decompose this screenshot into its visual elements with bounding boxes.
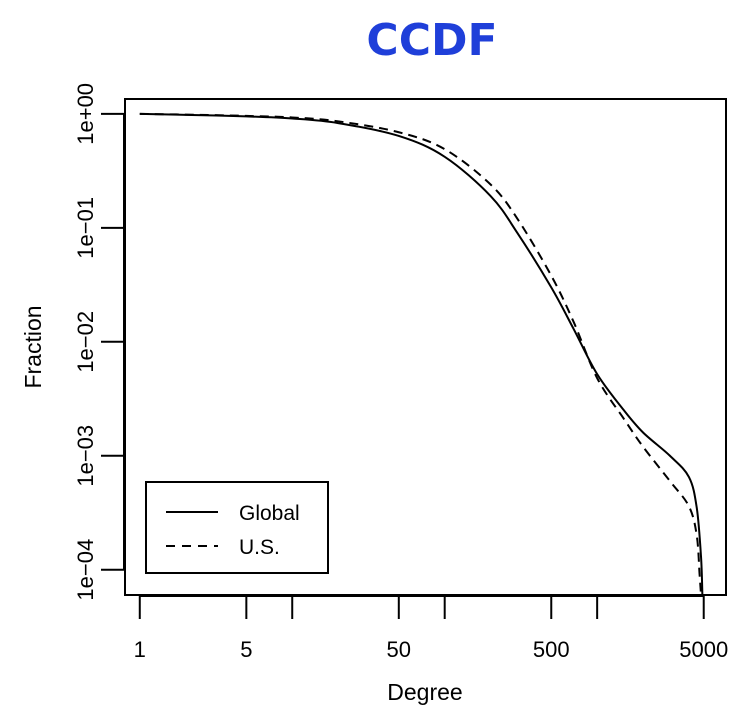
y-axis: 1e+00 1e−01 1e−02 1e−03 1e−04 bbox=[73, 83, 125, 601]
series-line-us bbox=[139, 112, 703, 596]
y-tick-label-4: 1e−04 bbox=[73, 539, 98, 601]
legend: Global U.S. bbox=[145, 481, 329, 574]
x-tick-label-5: 500 bbox=[533, 637, 570, 662]
legend-label-global: Global bbox=[239, 502, 300, 525]
series-layer bbox=[139, 112, 704, 596]
x-axis-label: Degree bbox=[387, 679, 462, 705]
series-line-global bbox=[139, 112, 704, 596]
legend-box bbox=[145, 481, 329, 574]
y-tick-label-2: 1e−02 bbox=[73, 311, 98, 373]
x-axis: 1 5 50 500 5000 bbox=[134, 595, 728, 662]
x-tick-label-0: 1 bbox=[134, 637, 146, 662]
x-tick-label-1: 5 bbox=[240, 637, 252, 662]
y-tick-label-3: 1e−03 bbox=[73, 425, 98, 487]
y-tick-label-1: 1e−01 bbox=[73, 197, 98, 259]
y-axis-label: Fraction bbox=[20, 305, 46, 388]
x-tick-label-7: 5000 bbox=[679, 637, 728, 662]
x-tick-label-3: 50 bbox=[387, 637, 411, 662]
chart-title: CCDF bbox=[366, 15, 497, 66]
legend-label-us: U.S. bbox=[239, 536, 280, 559]
y-tick-label-0: 1e+00 bbox=[73, 83, 98, 145]
